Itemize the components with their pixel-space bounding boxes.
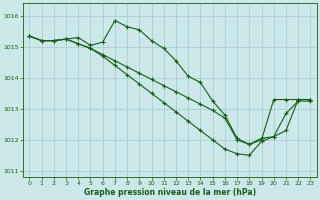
X-axis label: Graphe pression niveau de la mer (hPa): Graphe pression niveau de la mer (hPa) [84, 188, 256, 197]
